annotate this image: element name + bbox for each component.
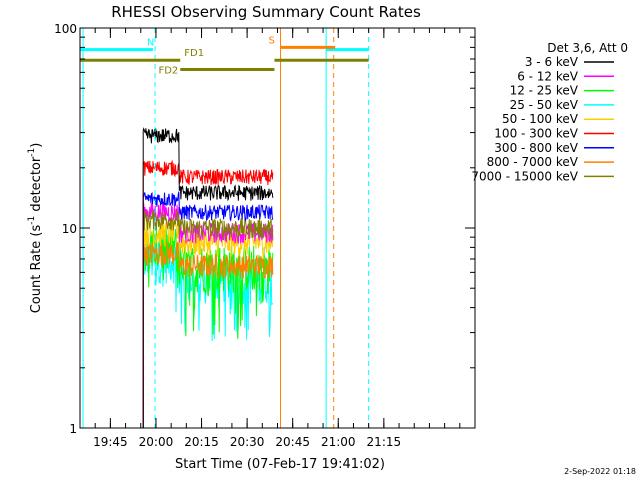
legend-label-8: 7000 - 15000 keV [471,169,578,183]
legend-label-0: 3 - 6 keV [525,55,579,69]
y-axis-label-sup1: -1 [27,216,37,225]
legend-label-6: 300 - 800 keV [494,141,578,155]
flags-layer: N S FD1 FD2 [80,35,369,77]
flag-label-FD2: FD2 [158,66,178,77]
legend-label-2: 12 - 25 keV [510,84,579,98]
y-axis-label: Count Rate (s-1 detector-1) [27,143,44,314]
chart-title: RHESSI Observing Summary Count Rates [111,3,421,21]
trace-7 [142,241,274,428]
trace-5 [142,160,274,428]
flag-label-S: S [269,35,275,46]
legend-label-1: 6 - 12 keV [517,69,579,83]
y-axis-label-main: Count Rate (s [29,225,44,314]
y-axis-label-mid: detector [29,156,44,216]
trace-8 [142,210,274,428]
x-tick-label-6: 21:15 [367,435,402,449]
flag-label-N: N [147,38,154,49]
x-tick-label-2: 20:15 [184,435,219,449]
legend-label-4: 50 - 100 keV [502,112,579,126]
legend-label-5: 100 - 300 keV [494,127,578,141]
x-tick-label-1: 20:00 [139,435,174,449]
x-tick-label-3: 20:30 [230,435,265,449]
footer-timestamp: 2-Sep-2022 01:18 [564,467,636,476]
x-tick-label-0: 19:45 [93,435,128,449]
legend-label-7: 800 - 7000 keV [487,155,579,169]
trace-6 [142,191,274,428]
y-axis-label-sup2: -1 [27,148,37,157]
y-tick-label-2: 100 [54,22,77,36]
traces-layer [142,127,274,428]
x-axis: 19:45 20:00 20:15 20:30 20:45 21:00 21:15 [79,28,476,449]
legend-label-3: 25 - 50 keV [510,98,579,112]
x-axis-label: Start Time (07-Feb-17 19:41:02) [175,457,385,472]
x-tick-label-4: 20:45 [275,435,310,449]
flag-label-FD1: FD1 [184,48,204,59]
x-tick-label-5: 21:00 [321,435,356,449]
y-axis: 1 10 100 [54,22,475,436]
y-tick-label-0: 1 [69,422,77,436]
legend-title: Det 3,6, Att 0 [547,41,628,55]
plot-frame [79,27,476,429]
y-tick-label-1: 10 [62,222,77,236]
vertical-lines-layer [82,28,370,428]
trace-0 [142,127,274,428]
y-axis-label-end: ) [29,143,44,148]
